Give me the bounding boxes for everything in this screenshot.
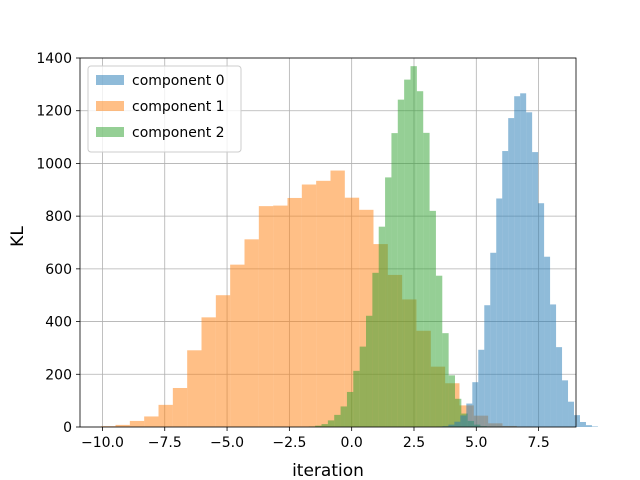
histogram-bar: [544, 256, 551, 427]
y-tick-label: 400: [45, 315, 72, 331]
x-tick-label: 5.0: [465, 435, 487, 451]
series-component-1: [101, 170, 532, 428]
histogram-bar: [391, 133, 398, 427]
histogram-bar: [591, 426, 598, 427]
histogram-bar: [442, 333, 449, 427]
histogram-bar: [287, 197, 302, 427]
plot-frame: [79, 57, 577, 428]
histogram-bar: [508, 118, 515, 427]
histogram-bar: [454, 398, 462, 427]
histogram-bar: [346, 391, 354, 427]
histogram-bar: [315, 425, 322, 427]
histogram-bar: [556, 347, 563, 427]
histogram-bar: [244, 239, 259, 427]
y-tick-label: 0: [63, 420, 72, 436]
histogram-bar: [568, 401, 575, 427]
histogram-bar: [172, 387, 188, 427]
histogram-bar: [334, 414, 341, 427]
x-tick-label: −10.0: [81, 435, 124, 451]
x-axis-label: iteration: [292, 461, 364, 480]
histogram-bar: [454, 421, 461, 427]
y-tick-label: 1200: [36, 104, 72, 120]
histogram-bar: [460, 415, 467, 427]
histogram-bar: [448, 424, 455, 427]
histogram-bar: [158, 404, 173, 427]
histogram-bar: [258, 206, 274, 427]
histogram-bar: [187, 350, 202, 427]
histogram-bar: [201, 317, 216, 427]
histogram-bar: [550, 304, 557, 427]
histogram-bar: [429, 210, 436, 427]
histogram-bar: [359, 346, 367, 427]
x-tick-label: −5.0: [210, 435, 244, 451]
legend-swatch: [96, 101, 124, 111]
y-tick-label: 1400: [36, 51, 72, 67]
histogram-bar: [585, 425, 592, 427]
histogram-bar: [215, 295, 231, 427]
series-component-0: [436, 93, 598, 427]
histogram-bar: [466, 403, 473, 427]
histogram-bar: [397, 99, 405, 427]
histogram-bar: [472, 382, 479, 427]
histogram-bar: [579, 421, 586, 427]
histogram-bar: [490, 252, 497, 427]
histogram-bar: [129, 420, 145, 427]
legend-entry-label: component 0: [132, 73, 225, 89]
histogram-bar: [321, 424, 328, 427]
legend-entry-label: component 2: [132, 125, 225, 141]
histogram-bar: [378, 226, 386, 427]
histogram-bar: [316, 180, 331, 427]
y-tick-label: 1000: [36, 156, 72, 172]
x-axis: −10.0 −7.5 −5.0 −2.5 0.0 2.5 5.0 7.5: [81, 427, 550, 451]
histogram-bar: [230, 264, 245, 427]
x-tick-label: 2.5: [403, 435, 425, 451]
histogram-bar: [478, 349, 485, 427]
histogram-bar: [532, 152, 539, 427]
histogram-bar: [330, 170, 345, 428]
legend-swatch: [96, 127, 124, 137]
x-tick-label: −7.5: [148, 435, 182, 451]
y-tick-label: 200: [45, 367, 72, 383]
y-tick-label: 600: [45, 262, 72, 278]
histogram-bar: [385, 177, 392, 427]
histogram-bar: [372, 272, 379, 427]
histogram-bar: [273, 205, 288, 427]
histogram-bar: [538, 203, 545, 427]
histogram-bar: [301, 184, 317, 427]
histogram-bar: [574, 415, 580, 427]
histogram-bar: [340, 406, 347, 427]
histogram-bar: [410, 66, 417, 427]
x-tick-label: 0.0: [341, 435, 363, 451]
y-axis: 0 200 400 600 800 1000 1200 1400: [36, 51, 80, 436]
histogram-bar: [416, 91, 424, 428]
histogram-bar: [435, 275, 443, 427]
histogram-bar: [353, 370, 360, 427]
histogram-bar: [366, 315, 373, 427]
legend-entry-label: component 1: [132, 99, 225, 115]
x-tick-label: 7.5: [527, 435, 549, 451]
legend-swatch: [96, 75, 124, 85]
histogram-bar: [502, 151, 509, 427]
x-tick-label: −2.5: [272, 435, 306, 451]
histogram-bar: [496, 198, 503, 427]
legend-box: [87, 65, 242, 153]
y-tick-label: 800: [45, 209, 72, 225]
histogram-bar: [404, 79, 411, 427]
histogram-bar: [514, 96, 521, 427]
histogram-bar: [115, 424, 130, 427]
histogram-bar: [344, 197, 360, 427]
series-component-2: [308, 66, 494, 428]
histogram-bar: [484, 305, 491, 427]
histogram-bar: [526, 112, 533, 427]
histogram-bar: [144, 416, 159, 427]
histogram-bar: [520, 93, 527, 427]
histogram-bars: [101, 66, 598, 428]
histogram-bar: [327, 420, 335, 427]
y-axis-label: KL: [8, 226, 28, 247]
histogram-bar: [562, 380, 569, 427]
histogram-bar: [448, 375, 455, 427]
histogram-bar: [423, 132, 430, 427]
legend: component 0 component 1 component 2: [87, 65, 242, 153]
